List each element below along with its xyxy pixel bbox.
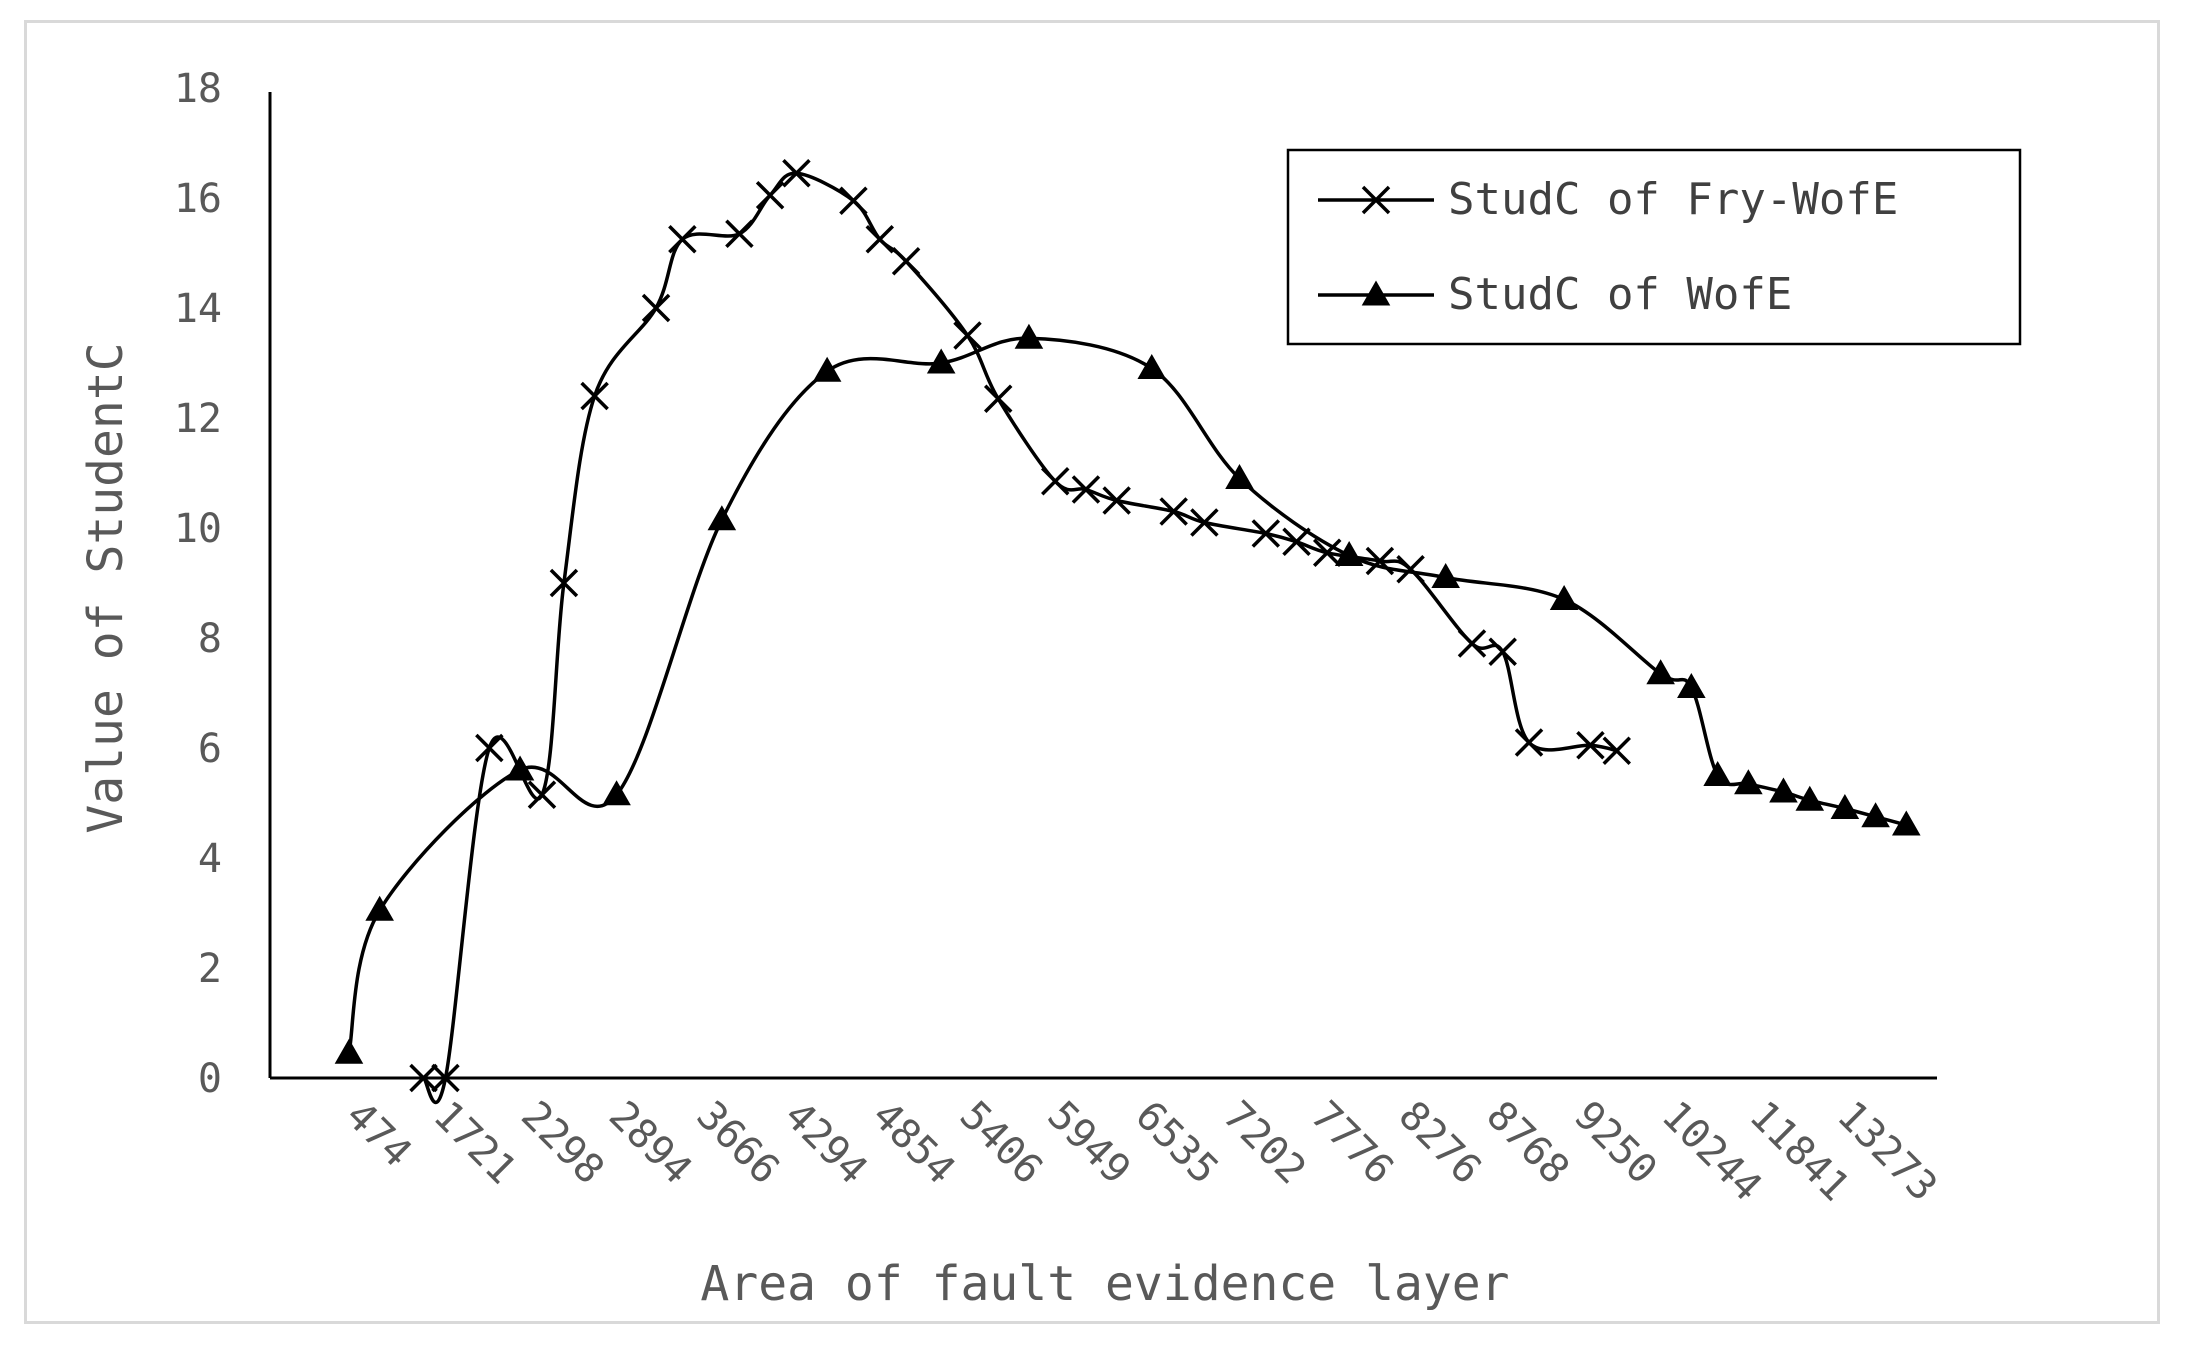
data-point — [1159, 497, 1188, 526]
data-point — [1457, 629, 1487, 658]
y-tick-label: 12 — [174, 396, 222, 442]
data-point — [1225, 463, 1254, 489]
x-axis-title: Area of fault evidence layer — [700, 1256, 1509, 1312]
data-point — [602, 780, 631, 806]
data-point — [668, 225, 697, 254]
data-point — [1312, 538, 1342, 567]
data-point — [1396, 555, 1425, 584]
y-tick-label: 10 — [174, 506, 222, 552]
y-tick-label: 16 — [174, 176, 222, 222]
data-point — [1014, 323, 1044, 349]
x-tick-label: 8768 — [1477, 1093, 1578, 1194]
data-point — [365, 895, 394, 921]
data-point — [1769, 777, 1798, 803]
data-point — [1677, 672, 1706, 698]
data-point — [865, 225, 895, 254]
y-tick-label: 14 — [174, 286, 222, 332]
data-point — [1190, 508, 1219, 537]
legend-entry: StudC of WofE — [1318, 269, 1792, 320]
x-tick-label: 11841 — [1740, 1093, 1858, 1211]
data-point — [1891, 810, 1921, 836]
y-tick-label: 18 — [174, 66, 222, 112]
legend-label: StudC of Fry-WofE — [1448, 174, 1898, 225]
data-point — [549, 568, 579, 598]
legend: StudC of Fry-WofE StudC of WofE — [1286, 148, 2022, 346]
data-point — [475, 733, 504, 763]
x-tick-label: 13273 — [1828, 1093, 1946, 1211]
x-tick-label: 10244 — [1653, 1093, 1771, 1211]
y-tick-label: 2 — [198, 946, 222, 992]
legend-box — [1286, 148, 2022, 346]
data-point — [1576, 731, 1605, 760]
data-point — [891, 247, 921, 276]
series-1 — [409, 159, 1631, 1105]
data-point — [755, 181, 785, 210]
data-point — [1830, 793, 1860, 819]
data-point — [1431, 562, 1460, 588]
data-point — [334, 1038, 364, 1064]
data-point — [1137, 353, 1167, 379]
x-tick-label: 7202 — [1214, 1093, 1315, 1194]
data-point — [641, 293, 671, 323]
y-tick-label: 4 — [198, 836, 222, 882]
x-tick-label: 4854 — [863, 1093, 964, 1194]
data-point — [1041, 467, 1070, 496]
data-point — [953, 321, 982, 350]
legend-label: StudC of WofE — [1448, 269, 1792, 320]
data-point — [1703, 760, 1732, 786]
y-tick-label: 6 — [198, 726, 222, 772]
data-point — [580, 381, 609, 411]
data-point — [1734, 769, 1763, 795]
data-point — [431, 1063, 460, 1093]
data-point — [1251, 519, 1281, 548]
y-tick-label: 8 — [198, 616, 222, 662]
data-point — [1071, 475, 1101, 504]
x-tick-label: 4294 — [775, 1093, 876, 1194]
series-line — [421, 171, 1618, 1105]
data-point — [1861, 802, 1890, 828]
x-tick-label: 5949 — [1039, 1093, 1140, 1194]
data-point — [926, 348, 956, 374]
x-tick-label: 2298 — [512, 1093, 613, 1194]
x-tick-label: 7776 — [1302, 1093, 1403, 1194]
legend-entry: StudC of Fry-WofE — [1318, 174, 1898, 225]
data-point — [409, 1063, 438, 1093]
x-axis-ticks: 474 1721229828943666429448545406594965357… — [337, 1093, 1946, 1211]
data-point — [1549, 584, 1579, 610]
data-point — [1102, 486, 1131, 515]
data-point — [725, 219, 754, 248]
data-point — [839, 186, 868, 215]
data-point — [812, 356, 842, 382]
series-2 — [334, 323, 1921, 1064]
legend-marker — [1361, 280, 1391, 306]
x-tick-label: 1721 — [424, 1093, 525, 1194]
data-point — [1282, 527, 1311, 556]
y-axis-title: Value of StudentC — [78, 342, 134, 833]
data-point — [1488, 637, 1517, 666]
x-tick-label: 6535 — [1126, 1093, 1227, 1194]
data-point — [1334, 540, 1364, 566]
data-point — [1602, 736, 1631, 765]
data-point — [1646, 659, 1675, 685]
data-point — [707, 505, 737, 531]
data-point — [1795, 785, 1825, 811]
data-point — [527, 780, 557, 809]
data-point — [983, 384, 1013, 413]
series-layer — [334, 159, 1921, 1105]
x-tick-label: 3666 — [688, 1093, 789, 1194]
x-tick-label: 5406 — [951, 1093, 1052, 1194]
y-axis-ticks: 0 2 4 6 8 10 12 14 16 18 — [174, 66, 222, 1102]
data-point — [1514, 728, 1544, 757]
legend-marker — [1361, 185, 1391, 215]
data-point — [505, 755, 535, 781]
x-tick-label: 9250 — [1565, 1093, 1666, 1194]
data-point — [782, 159, 811, 188]
x-tick-label: 2894 — [600, 1093, 701, 1194]
y-tick-label: 0 — [198, 1056, 222, 1102]
x-tick-label: 474 — [337, 1093, 421, 1177]
x-tick-label: 8276 — [1390, 1093, 1491, 1194]
